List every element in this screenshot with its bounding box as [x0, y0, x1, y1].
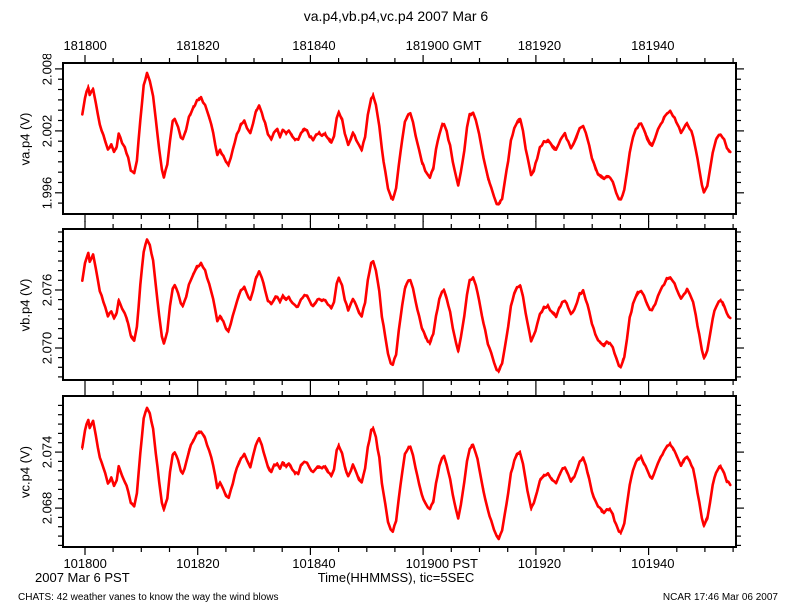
y-axis-label: vc.p4 (V)	[17, 445, 33, 498]
gmt-tick-label: 181800	[63, 38, 107, 53]
signal-trace-fuzz	[81, 239, 731, 374]
signal-trace	[81, 406, 732, 541]
panel-plot-area	[55, 55, 744, 222]
signal-trace-fuzz	[81, 407, 731, 537]
y-tick-label: 2.074	[39, 435, 55, 469]
gmt-tick-label: 181840	[292, 38, 336, 53]
gmt-tick-label: 181820	[176, 38, 220, 53]
pst-tick-label: 101800	[63, 556, 107, 571]
pst-tick-label: 101820	[176, 556, 220, 571]
gmt-tick-label: 181920	[517, 38, 562, 53]
footer-ncar-timestamp: NCAR 17:46 Mar 06 2007	[662, 592, 778, 603]
y-tick-label: 2.008	[39, 54, 55, 86]
panel-va: va.p4 (V) 2.008 2.002 1.996	[0, 54, 792, 222]
panel-plot-area	[55, 388, 744, 555]
y-tick-labels: 2.008 2.002 1.996	[34, 54, 60, 223]
y-tick-labels: 2.076 2.070	[34, 220, 60, 389]
x-axis-title: Time(HHMMSS), tic=5SEC	[317, 570, 475, 585]
y-axis-label: vb.p4 (V)	[17, 278, 33, 331]
y-tick-label: 2.070	[39, 331, 55, 365]
gmt-tick-label: 181940	[631, 38, 675, 53]
y-tick-labels: 2.074 2.068	[34, 387, 60, 556]
footer-experiment-note: CHATS: 42 weather vanes to know the way …	[18, 592, 279, 603]
y-tick-label: 2.002	[39, 114, 55, 148]
y-tick-label: 2.076	[39, 273, 55, 307]
y-axis-label: va.p4 (V)	[17, 112, 33, 165]
date-label: 2007 Mar 6 PST	[35, 570, 130, 585]
y-tick-label: 1.996	[39, 176, 55, 210]
pst-tick-label: 101900 PST	[405, 556, 478, 571]
panel-vb: vb.p4 (V) 2.076 2.070	[0, 221, 792, 388]
bottom-axis-pst-labels: 101800 101820 101840 101900 PST 101920 101940	[62, 556, 737, 572]
plot-title: va.p4,vb.p4,vc.p4 2007 Mar 6	[303, 8, 489, 24]
signal-trace-fuzz	[81, 73, 731, 205]
pst-tick-label: 101840	[292, 556, 336, 571]
pst-tick-label: 101940	[631, 556, 675, 571]
top-axis-gmt-labels: 181800 181820 181840 181900 GMT 181920 181940	[62, 38, 737, 54]
panel-vc: vc.p4 (V) 2.074 2.068	[0, 388, 792, 555]
gmt-tick-label: 181900 GMT	[405, 38, 482, 53]
y-tick-label: 2.068	[39, 491, 55, 525]
pst-tick-label: 101920	[517, 556, 562, 571]
panel-plot-area	[55, 221, 744, 388]
